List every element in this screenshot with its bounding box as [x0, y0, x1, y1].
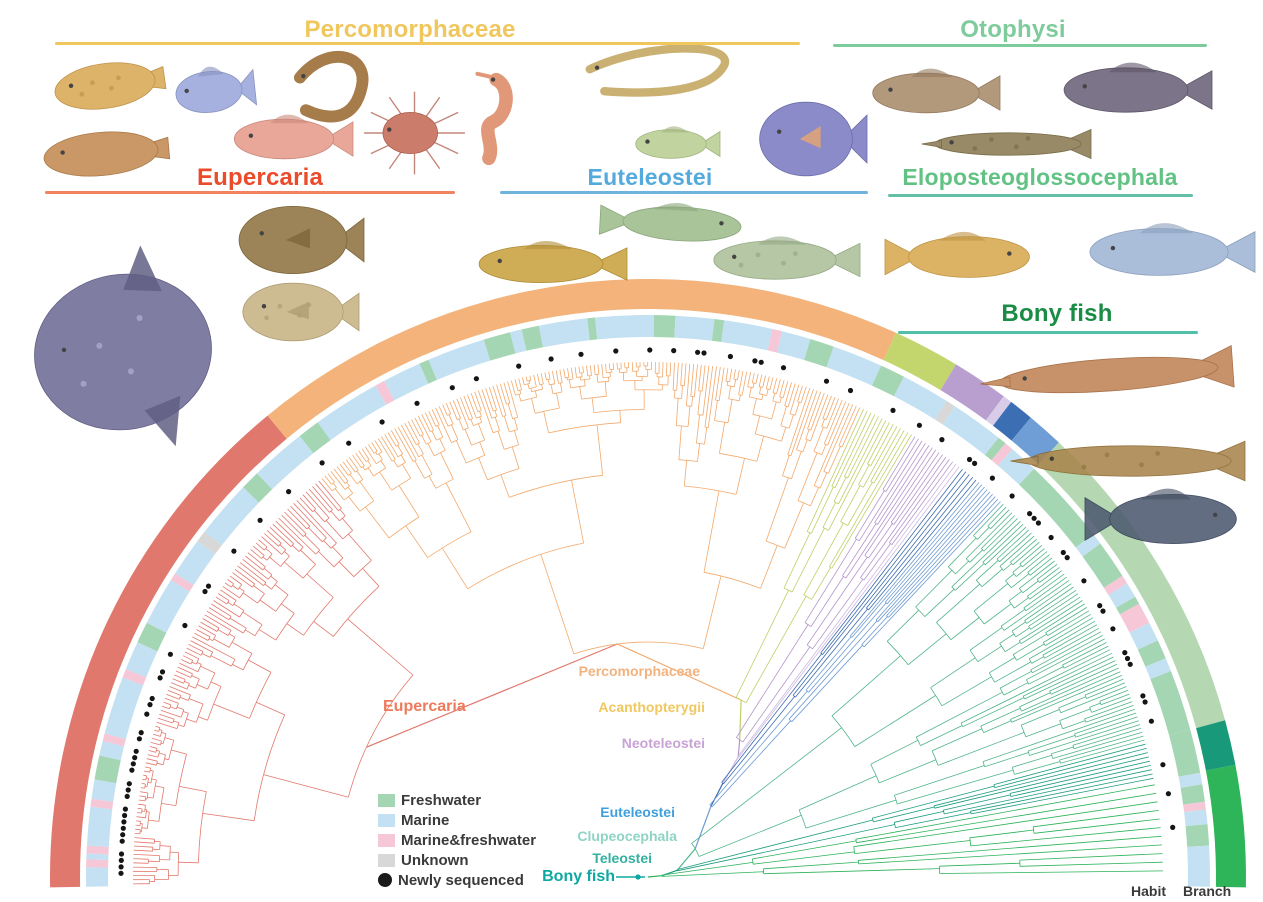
fish-eel-illustration: [293, 51, 369, 123]
clade-unlabeled-violet: [737, 463, 960, 758]
legend-item-unknown: Unknown: [378, 850, 536, 870]
clade-header-label: Bony fish: [1001, 300, 1113, 327]
clade-header-euteleostei: Euteleostei: [500, 164, 800, 191]
legend-item-label: Unknown: [401, 851, 469, 869]
clade-bottom-teal: [676, 743, 1154, 872]
clade-header-bony-fish: Bony fish: [907, 300, 1207, 328]
node-label-bony-fish: Bony fish: [542, 868, 615, 885]
clade-underline-otophysi: [833, 44, 1207, 47]
fish-long-illustration: [921, 128, 1092, 160]
legend-item-newly-sequenced: Newly sequenced: [378, 870, 536, 890]
node-label-clupeocephala: Clupeocephala: [577, 828, 677, 844]
clade-underline-percomorphaceae: [55, 42, 800, 45]
fish-fish-illustration: [1089, 223, 1256, 276]
fish-long-illustration: [980, 344, 1235, 394]
marine-swatch-icon: [378, 813, 395, 827]
fish-fish-illustration: [598, 203, 742, 242]
clade-eupercaria: [132, 480, 414, 885]
fish-fish-illustration: [872, 68, 1001, 114]
clade-header-label: Euteleostei: [587, 164, 713, 190]
clade-header-otophysi: Otophysi: [863, 16, 1163, 44]
clade-neoteleostei-purple: [736, 436, 954, 743]
habit-ring: [86, 314, 1210, 887]
fish-round-illustration: [238, 206, 365, 274]
freshwater-swatch-icon: [378, 793, 395, 807]
clade-underline-eupercaria: [45, 191, 455, 194]
clade-header-label: Eupercaria: [196, 164, 324, 191]
clade-unlabeled-darkblue: [721, 468, 977, 785]
legend-item-freshwater: Freshwater: [378, 790, 536, 810]
tree-backbone: [366, 643, 742, 880]
fish-eel-illustration: [585, 44, 730, 97]
clade-percomorphaceae: [321, 362, 861, 655]
legend-item-marine-freshwater: Marine&freshwater: [378, 830, 536, 850]
fish-fish-illustration: [713, 236, 861, 280]
clade-acanthopterygii-olive: [735, 409, 912, 704]
clade-bottom-bright-green: [661, 784, 1164, 877]
node-label-percomorphaceae: Percomorphaceae: [578, 663, 700, 679]
clade-underline-eloposteoglossocephala: [888, 194, 1193, 197]
fish-round-illustration: [759, 101, 868, 177]
node-label-acanthopterygii: Acanthopterygii: [598, 699, 705, 715]
clade-header-percomorphaceae: Percomorphaceae: [260, 16, 560, 44]
clade-header-label: Percomorphaceae: [304, 16, 516, 43]
clade-header-eupercaria: Eupercaria: [110, 164, 410, 192]
node-label-neoteleostei: Neoteleostei: [621, 735, 705, 751]
fish-fish-illustration: [233, 114, 354, 160]
legend-item-label: Freshwater: [401, 791, 482, 809]
fish-fish-illustration: [884, 231, 1030, 278]
habitat-legend: Freshwater Marine Marine&freshwater Unkn…: [378, 790, 536, 890]
legend-item-label: Marine&freshwater: [401, 831, 537, 849]
fish-fish-illustration: [635, 126, 721, 159]
node-label-eupercaria: Eupercaria: [383, 698, 466, 715]
newly-sequenced-dot-icon: [378, 873, 392, 887]
fish-fish-illustration: [175, 66, 258, 113]
clade-right-green: [691, 503, 1145, 857]
clade-header-label: Eloposteoglossocephala: [902, 164, 1178, 190]
fish-lion-illustration: [364, 91, 465, 175]
legend-item-label: Newly sequenced: [398, 871, 524, 889]
fish-fish-illustration: [1063, 62, 1213, 113]
clade-underline-euteleostei: [500, 191, 868, 194]
fish-long-illustration: [1010, 440, 1246, 482]
fish-fish-illustration: [478, 241, 628, 284]
clade-header-label: Otophysi: [960, 16, 1066, 43]
node-label-euteleostei: Euteleostei: [600, 804, 675, 820]
habit-ring-label: Habit: [1131, 883, 1166, 899]
fish-flat-illustration: [54, 62, 167, 110]
fish-fish-illustration: [1084, 488, 1237, 545]
fish-flat-illustration: [43, 131, 171, 177]
branch-ring-label: Branch: [1183, 883, 1232, 899]
fish-mola-illustration: [34, 245, 212, 447]
node-label-teleostei: Teleostei: [592, 850, 652, 866]
fish-seahorse-illustration: [475, 71, 513, 166]
legend-item-label: Marine: [401, 811, 450, 829]
unknown-swatch-icon: [378, 853, 395, 867]
clade-underline-bony-fish: [898, 331, 1198, 334]
clade-header-eloposteoglossocephala: Eloposteoglossocephala: [865, 164, 1215, 191]
marine-freshwater-swatch-icon: [378, 833, 395, 847]
newly-sequenced-dots: [118, 347, 1176, 876]
clade-euteleostei-blue: [709, 482, 1001, 808]
legend-item-marine: Marine: [378, 810, 536, 830]
fish-round-illustration: [242, 282, 360, 342]
